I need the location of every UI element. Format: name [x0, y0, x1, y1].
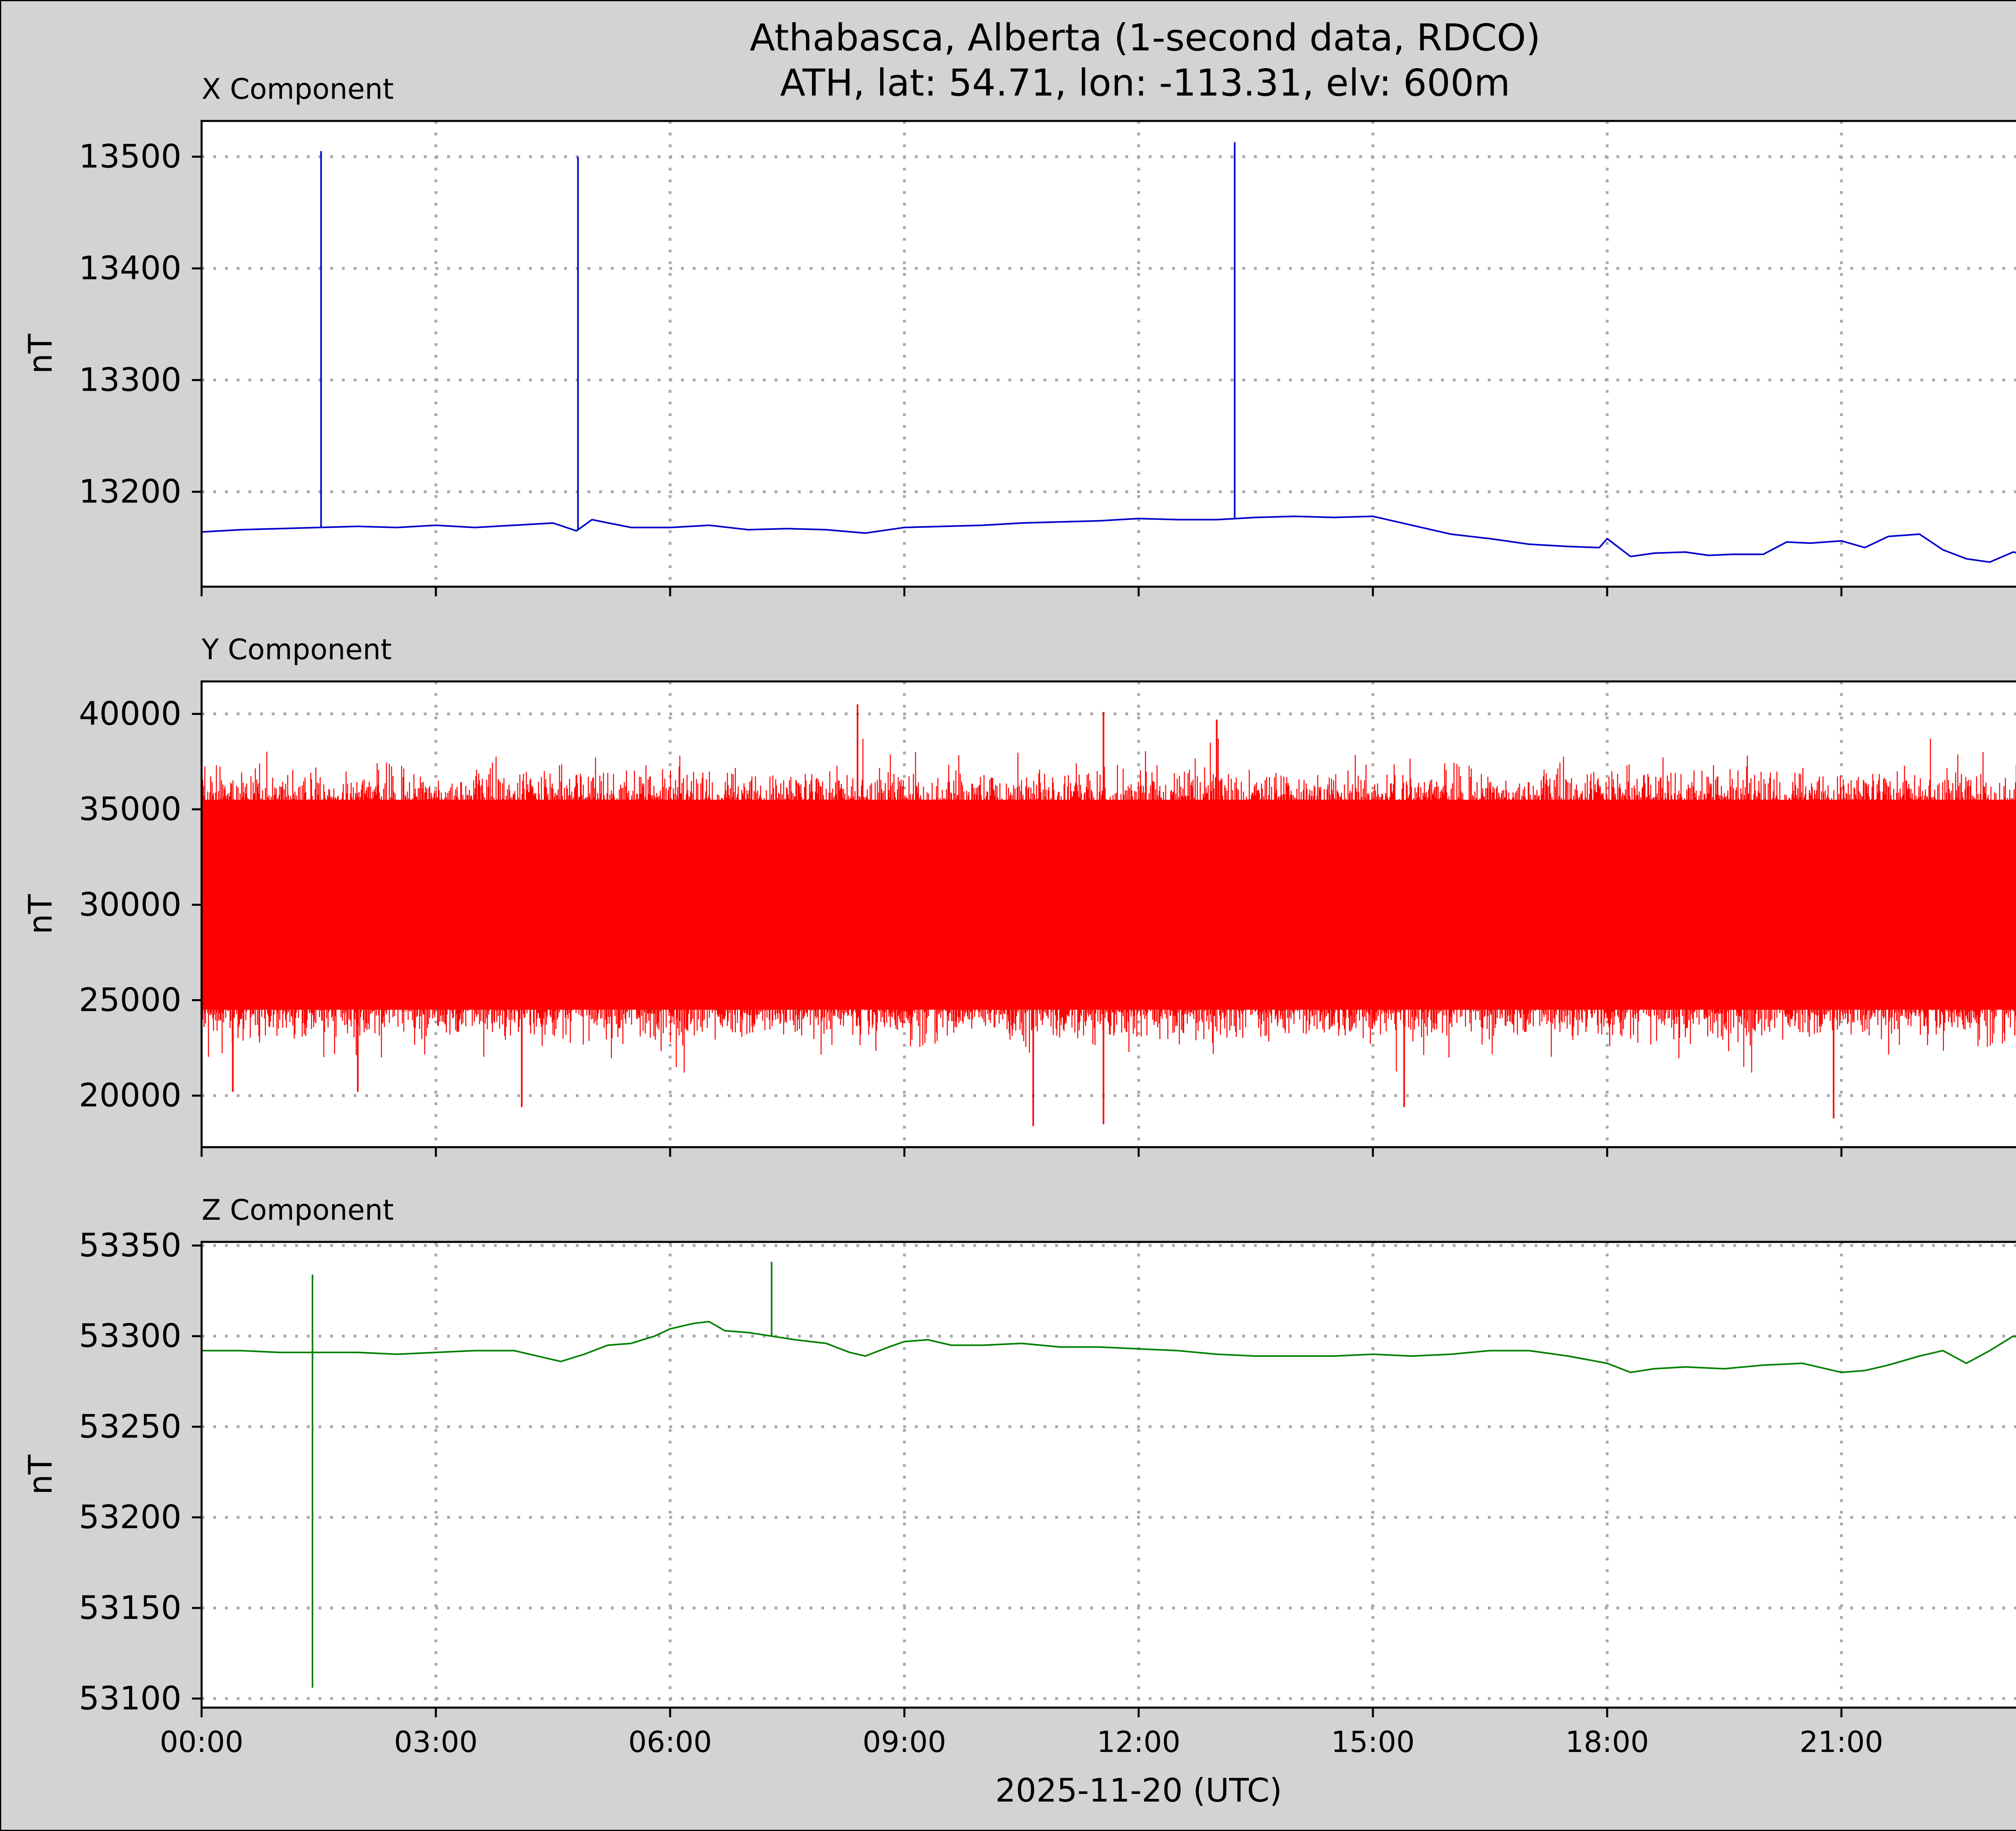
y-tick-label: 35000	[79, 790, 182, 828]
y-tick-label: 40000	[79, 695, 182, 732]
y-axis-label: nT	[22, 1454, 59, 1495]
y-tick-label: 53100	[79, 1680, 182, 1717]
panel-title: Z Component	[202, 1194, 394, 1227]
y-tick-label: 25000	[79, 981, 182, 1019]
y-tick-label: 53200	[79, 1498, 182, 1536]
y-tick-label: 53250	[79, 1408, 182, 1445]
y-tick-label: 13500	[79, 138, 182, 175]
plot-frame	[200, 1241, 2016, 1709]
y-axis-label: nT	[22, 333, 59, 374]
y-tick-label: 13400	[79, 250, 182, 287]
panel-title: Y Component	[201, 633, 392, 666]
x-tick-label: 21:00	[1799, 1725, 1883, 1759]
y-tick-label: 30000	[79, 886, 182, 923]
x-tick-label: 09:00	[862, 1725, 946, 1759]
y-tick-label: 53150	[79, 1589, 182, 1627]
panel-z-component: Z Component nT 00:00 03:00 06:00 09:00 12:00 15…	[22, 1194, 2016, 1759]
x-tick-label: 00:00	[160, 1725, 244, 1759]
x-tick-label: 06:00	[628, 1725, 712, 1759]
series-line	[202, 1321, 2016, 1373]
series-line	[201, 515, 2016, 563]
x-tick-label: 12:00	[1097, 1725, 1181, 1759]
y-tick-label: 13200	[79, 473, 182, 510]
plot-area	[202, 1242, 2016, 1708]
y-tick-label: 53350	[79, 1227, 182, 1264]
panel-title: X Component	[202, 73, 394, 106]
figure-subtitle-line2: ATH, lat: 54.71, lon: -113.31, elv: 600m	[780, 61, 1510, 104]
figure-title-line1: Athabasca, Alberta (1-second data, RDCO)	[750, 16, 1540, 59]
panel-y-component: Y Component nT 20000 25000 30000 35000 40000	[22, 633, 2016, 1157]
y-axis-label: nT	[22, 894, 59, 935]
panels-group: X Component nT 13200 13300 13400 13500 Y Compo…	[22, 73, 2016, 1759]
y-tick-label: 13300	[79, 361, 182, 399]
x-tick-label: 03:00	[394, 1725, 478, 1759]
panel-x-component: X Component nT 13200 13300 13400 13500	[22, 73, 2016, 596]
x-tick-label: 15:00	[1331, 1725, 1415, 1759]
plot-frame	[200, 120, 2016, 588]
plot-frame	[200, 680, 2016, 1148]
plot-area	[202, 121, 2016, 587]
y-tick-label: 20000	[79, 1077, 182, 1114]
x-axis-label: 2025-11-20 (UTC)	[995, 1772, 1282, 1809]
x-tick-label: 18:00	[1565, 1725, 1649, 1759]
y-tick-label: 53300	[79, 1317, 182, 1355]
